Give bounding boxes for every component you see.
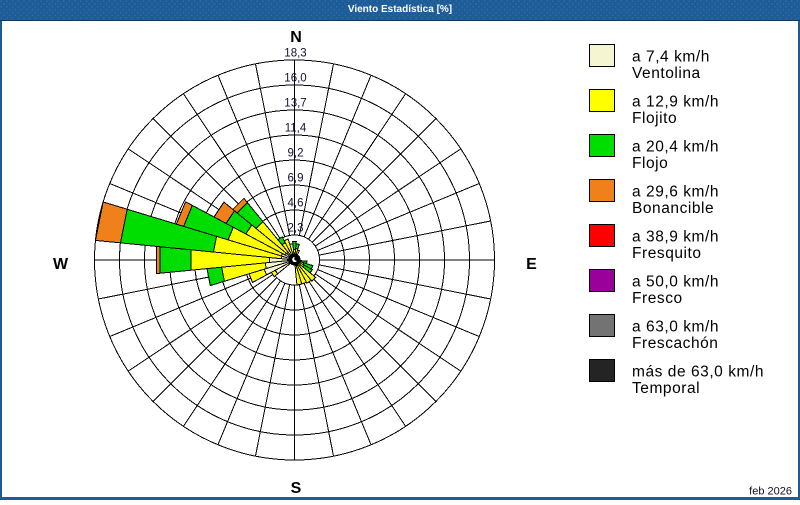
svg-text:N: N (290, 29, 302, 46)
svg-text:4,6: 4,6 (288, 198, 304, 210)
svg-text:16,0: 16,0 (284, 73, 306, 85)
svg-text:2,3: 2,3 (288, 223, 304, 235)
svg-text:E: E (526, 256, 537, 273)
svg-text:a 20,4 km/h: a 20,4 km/h (632, 139, 719, 156)
svg-text:a 29,6 km/h: a 29,6 km/h (632, 184, 719, 201)
svg-text:a 7,4 km/h: a 7,4 km/h (632, 49, 710, 66)
svg-text:Flojito: Flojito (632, 110, 677, 127)
svg-text:Frescachón: Frescachón (632, 335, 718, 352)
svg-text:Fresco: Fresco (632, 290, 683, 307)
svg-text:S: S (291, 480, 302, 497)
svg-text:a 50,0 km/h: a 50,0 km/h (632, 274, 719, 291)
svg-text:Bonancible: Bonancible (632, 200, 714, 217)
svg-text:18,3: 18,3 (284, 48, 306, 60)
svg-text:feb 2026: feb 2026 (749, 486, 792, 498)
svg-text:9,2: 9,2 (288, 148, 304, 160)
svg-text:a 38,9 km/h: a 38,9 km/h (632, 229, 719, 246)
svg-text:a 63,0 km/h: a 63,0 km/h (632, 319, 719, 336)
svg-text:Flojo: Flojo (632, 155, 668, 172)
svg-text:13,7: 13,7 (284, 98, 306, 110)
svg-text:más de 63,0 km/h: más de 63,0 km/h (632, 364, 764, 381)
svg-text:11,4: 11,4 (285, 123, 307, 135)
svg-text:Ventolina: Ventolina (632, 65, 701, 82)
svg-text:6,9: 6,9 (288, 173, 304, 185)
svg-text:a 12,9 km/h: a 12,9 km/h (632, 94, 719, 111)
svg-text:Fresquito: Fresquito (632, 245, 702, 262)
svg-text:Temporal: Temporal (632, 380, 700, 397)
svg-text:W: W (53, 256, 69, 273)
